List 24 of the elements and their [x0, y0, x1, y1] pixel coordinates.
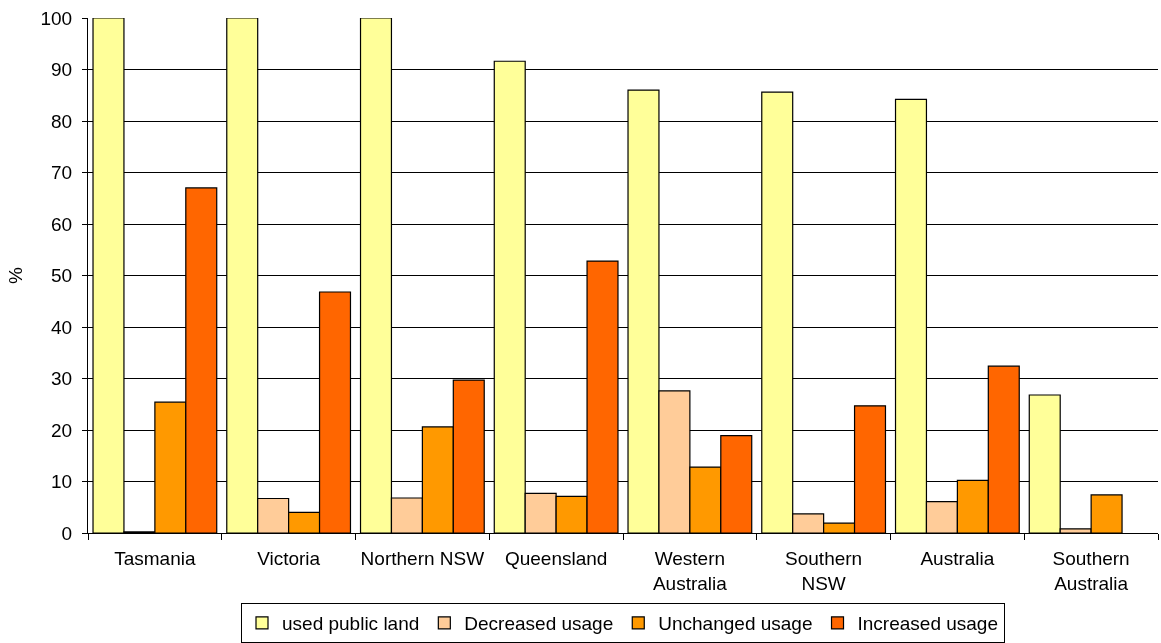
y-tick-label: 70: [51, 162, 73, 184]
x-tick-label: Western Australia: [652, 547, 728, 594]
legend-label: Unchanged usage: [658, 613, 813, 635]
y-tick-label: 0: [61, 522, 73, 544]
x-tick-label: Queensland: [504, 547, 608, 569]
y-tick-label: 80: [51, 110, 73, 132]
y-axis-title: %: [5, 266, 27, 284]
y-tick-label: 50: [51, 265, 73, 287]
y-tick-label: 100: [40, 7, 73, 29]
y-tick-label: 90: [51, 59, 73, 81]
y-tick-label: 40: [51, 316, 73, 338]
y-tick-label: 30: [51, 368, 73, 390]
y-tick-label: 20: [51, 419, 73, 441]
y-tick-label: 60: [51, 213, 73, 235]
y-tick-label: 10: [51, 471, 73, 493]
x-tick-label: Victoria: [257, 547, 321, 569]
x-tick-label: Northern NSW: [360, 547, 485, 569]
legend-label: used public land: [282, 613, 420, 635]
x-tick-label: Australia: [920, 547, 995, 569]
x-tick-label: Southern Australia: [1052, 547, 1130, 594]
legend-label: Decreased usage: [464, 613, 614, 635]
legend-label: Increased usage: [857, 613, 999, 635]
x-tick-label: Tasmania: [114, 547, 196, 569]
x-tick-label: Southern NSW: [785, 547, 863, 594]
